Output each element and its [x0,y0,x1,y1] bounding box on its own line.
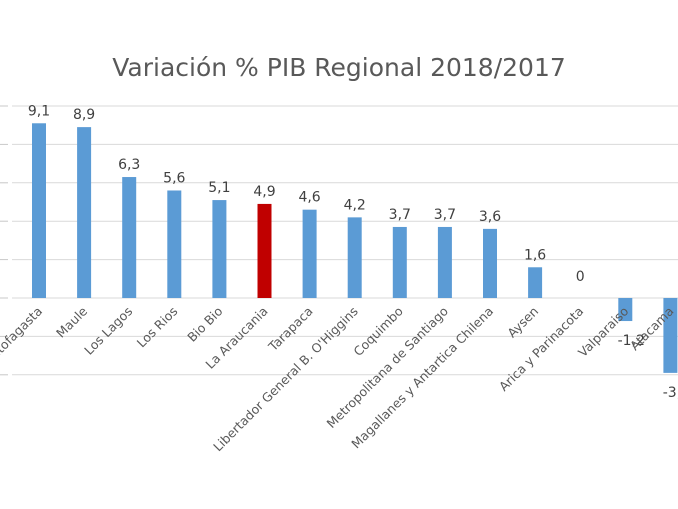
data-label: 3,7 [389,207,411,223]
bar [122,177,137,298]
bar [77,127,92,299]
data-label: -3,9 [663,385,678,401]
x-tick-label: Bio Bio [184,304,225,345]
bar [528,267,543,298]
x-tick-label: Maule [53,303,90,340]
chart-title: Variación % PIB Regional 2018/2017 [112,53,566,82]
data-label: 5,6 [163,170,185,186]
bar [212,200,227,298]
bar [32,123,46,298]
x-tick-label: Los Lagos [81,304,135,358]
bar [483,228,497,298]
x-tick-label: Los Rios [134,304,181,351]
data-label: 4,2 [344,197,366,213]
bar [618,298,633,322]
data-label: 8,9 [73,107,95,123]
bar [347,217,362,298]
data-labels: 9,1 8,9 6,3 5,6 5,1 4,9 4,6 4,2 3,7 3,7 3,6 1,6 0 -1,… [28,103,678,401]
x-tick-label: Antofagasta [0,304,45,368]
bars [32,123,678,373]
bar [392,226,407,298]
data-label: 4,9 [253,184,275,200]
data-label: 0 [576,269,585,285]
data-label: 3,6 [479,209,501,225]
x-tick-label: Aysen [504,304,541,341]
bar [257,203,272,298]
data-label: 6,3 [118,157,140,173]
bar [302,209,317,298]
data-label: 4,6 [298,190,320,206]
data-label: 3,7 [434,207,456,223]
bar [437,226,452,298]
data-label: -1,2 [618,333,645,349]
data-label: 9,1 [28,103,50,119]
data-label: 5,1 [208,180,230,196]
bar [167,190,182,298]
data-label: 1,6 [524,247,546,263]
bar [663,298,678,373]
x-tick-label: Arica y Parinacota [496,304,586,394]
